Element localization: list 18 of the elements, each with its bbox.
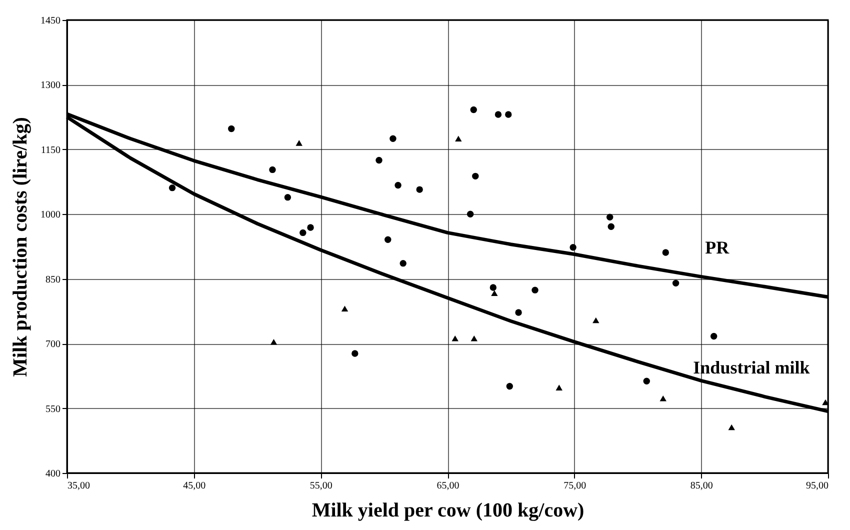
y-tick-label: 700 <box>46 339 60 350</box>
x-tick-label: 85,00 <box>690 480 713 492</box>
y-tick-label: 1150 <box>40 144 60 156</box>
x-axis-title: Milk yield per cow (100 kg/cow) <box>312 500 584 522</box>
y-tick-label: 550 <box>46 404 60 415</box>
y-tick-label: 1450 <box>40 16 60 26</box>
y-tick-label: 400 <box>46 468 60 480</box>
x-tick-label: 35,00 <box>68 480 90 492</box>
y-tick-label: 1000 <box>40 210 60 221</box>
x-tick-label: 95,00 <box>806 480 828 492</box>
x-tick-label: 45,00 <box>183 480 206 492</box>
x-tick-label: 55,00 <box>310 480 332 492</box>
y-tick-label: 850 <box>46 274 60 286</box>
y-tick-label: 1300 <box>40 80 60 92</box>
x-tick-label: 65,00 <box>436 480 460 492</box>
series-label: PR <box>705 238 730 258</box>
x-tick-label: 75,00 <box>564 480 586 492</box>
y-axis-title: Milk production costs (lire/kg) <box>10 117 32 377</box>
